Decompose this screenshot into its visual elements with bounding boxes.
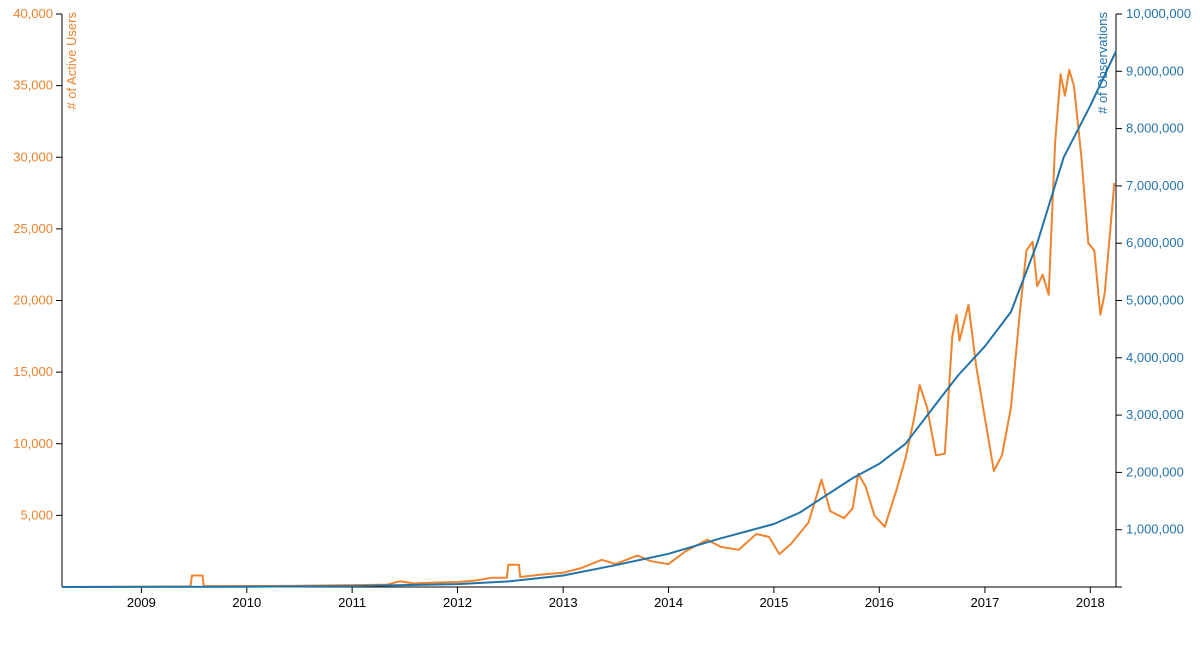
right-tick-label: 6,000,000 bbox=[1126, 235, 1184, 250]
left-tick-label: 15,000 bbox=[13, 364, 53, 379]
left-y-axis: 5,000 10,000 15,000 20,000 25,000 30,000 35,00… bbox=[13, 6, 63, 587]
x-tick-label: 2016 bbox=[865, 595, 894, 610]
left-tick-label: 30,000 bbox=[13, 149, 53, 164]
x-axis: 2009 2010 2011 2012 2013 2014 2015 2016 2017 2018 bbox=[62, 586, 1116, 610]
series-layer bbox=[61, 50, 1117, 588]
left-tick-label: 25,000 bbox=[13, 221, 53, 236]
x-tick-label: 2018 bbox=[1076, 595, 1105, 610]
right-tick-label: 8,000,000 bbox=[1126, 121, 1184, 136]
x-tick-label: 2013 bbox=[549, 595, 578, 610]
right-axis-title: # of Observations bbox=[1095, 12, 1110, 114]
left-tick-label: 10,000 bbox=[13, 436, 53, 451]
right-tick-label: 3,000,000 bbox=[1126, 407, 1184, 422]
active-users-line bbox=[61, 68, 1116, 588]
left-axis-title: # of Active Users bbox=[64, 12, 79, 110]
left-tick-label: 40,000 bbox=[13, 6, 53, 21]
x-tick-label: 2009 bbox=[127, 595, 156, 610]
right-tick-label: 2,000,000 bbox=[1126, 464, 1184, 479]
x-tick-label: 2017 bbox=[970, 595, 999, 610]
right-tick-label: 4,000,000 bbox=[1126, 350, 1184, 365]
right-tick-label: 9,000,000 bbox=[1126, 63, 1184, 78]
x-tick-label: 2014 bbox=[654, 595, 683, 610]
right-tick-label: 10,000,000 bbox=[1126, 6, 1191, 21]
right-y-axis: 1,000,000 2,000,000 3,000,000 4,000,000 5,00… bbox=[1115, 6, 1191, 588]
left-tick-label: 35,000 bbox=[13, 78, 53, 93]
left-tick-label: 20,000 bbox=[13, 293, 53, 308]
observations-line bbox=[61, 50, 1117, 588]
x-tick-label: 2010 bbox=[232, 595, 261, 610]
right-tick-label: 7,000,000 bbox=[1126, 178, 1184, 193]
x-tick-label: 2015 bbox=[759, 595, 788, 610]
right-tick-label: 5,000,000 bbox=[1126, 293, 1184, 308]
x-tick-label: 2011 bbox=[338, 595, 366, 610]
right-tick-label: 1,000,000 bbox=[1126, 522, 1184, 537]
x-tick-label: 2012 bbox=[443, 595, 472, 610]
left-tick-label: 5,000 bbox=[20, 507, 53, 522]
